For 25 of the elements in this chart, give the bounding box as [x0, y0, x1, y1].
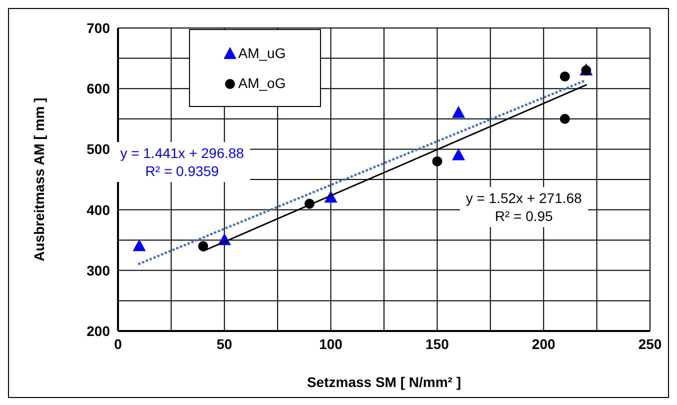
legend-label: AM_uG	[238, 45, 286, 61]
y-tick-label: 600	[86, 80, 110, 97]
x-tick-label: 0	[114, 336, 122, 352]
x-axis-title: Setzmass SM [ N/mm² ]	[306, 374, 462, 390]
annotation: y = 1.52x + 271.68 R² = 0.95	[460, 186, 588, 227]
x-tick-label: 150	[426, 336, 450, 352]
y-tick-label: 200	[86, 322, 110, 339]
point	[452, 106, 465, 118]
point	[198, 241, 208, 252]
y-tick-label: 700	[86, 20, 110, 36]
y-tick-label: 400	[86, 202, 110, 218]
annotation: y = 1.441x + 296.88 R² = 0.9359	[114, 142, 250, 182]
x-tick-label: 50	[216, 336, 232, 352]
point	[132, 239, 146, 252]
point	[560, 71, 570, 82]
y-tick-label: 500	[86, 141, 110, 158]
point	[560, 114, 570, 124]
x-tick-label: 200	[532, 336, 556, 352]
point	[432, 156, 442, 166]
legend-label: AM_oG	[238, 75, 286, 91]
y-axis-title: Ausbreitmass AM [ mm ]	[30, 98, 47, 262]
point	[452, 148, 465, 160]
x-tick-label: 100	[319, 336, 343, 352]
y-tick-label: 300	[86, 262, 110, 278]
x-tick-label: 250	[638, 336, 662, 352]
